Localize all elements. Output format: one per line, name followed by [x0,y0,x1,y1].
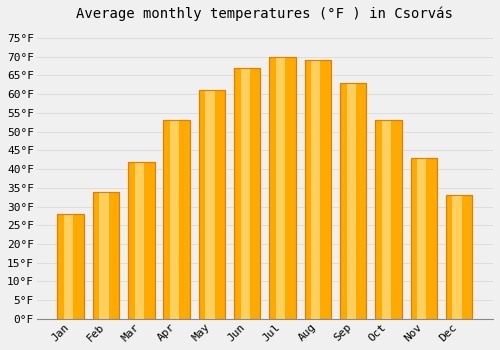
Bar [170,120,179,319]
Bar [128,162,154,319]
Bar [234,68,260,319]
Bar [446,195,472,319]
Bar [304,61,331,319]
Bar [410,158,437,319]
Bar [64,214,74,319]
Bar [240,68,250,319]
Bar [134,162,144,319]
Bar [58,214,84,319]
Bar [58,214,84,319]
Bar [198,90,225,319]
Bar [346,83,356,319]
Bar [234,68,260,319]
Bar [382,120,391,319]
Bar [206,90,214,319]
Bar [452,195,462,319]
Bar [375,120,402,319]
Bar [164,120,190,319]
Bar [164,120,190,319]
Bar [446,195,472,319]
Title: Average monthly temperatures (°F ) in Csorvás: Average monthly temperatures (°F ) in Cs… [76,7,454,21]
Bar [410,158,437,319]
Bar [417,158,426,319]
Bar [340,83,366,319]
Bar [311,61,320,319]
Bar [93,191,120,319]
Bar [340,83,366,319]
Bar [93,191,120,319]
Bar [276,57,285,319]
Bar [100,191,108,319]
Bar [304,61,331,319]
Bar [270,57,296,319]
Bar [375,120,402,319]
Bar [270,57,296,319]
Bar [128,162,154,319]
Bar [198,90,225,319]
